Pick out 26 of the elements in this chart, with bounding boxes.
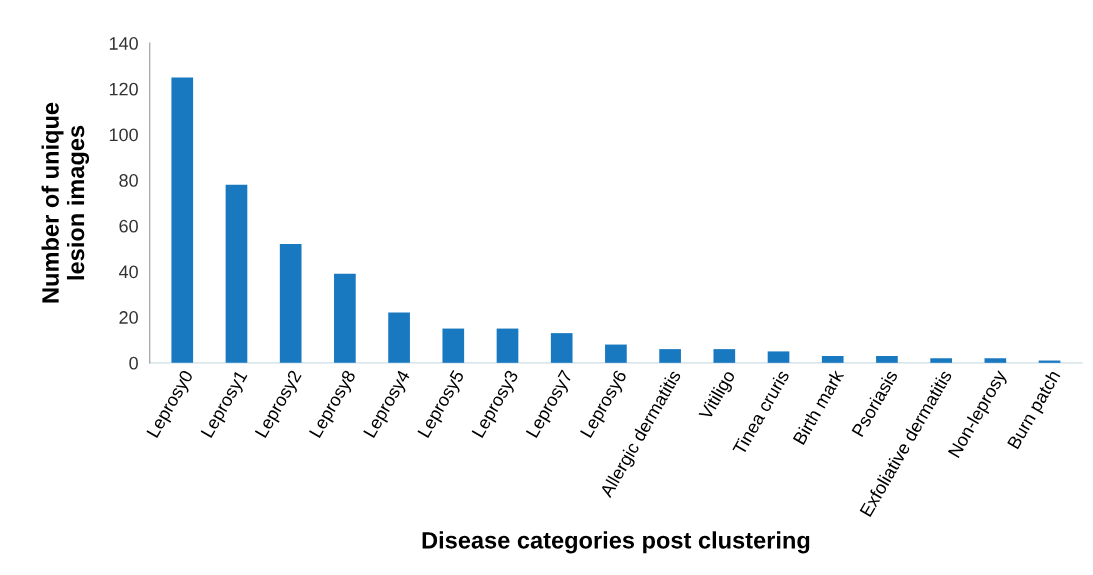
x-axis-title: Disease categories post clustering	[422, 531, 810, 554]
bar	[605, 344, 627, 363]
bar	[279, 244, 302, 363]
bar	[225, 184, 248, 363]
bar	[767, 351, 790, 363]
bar	[876, 355, 898, 363]
y-tick-label: 0	[129, 356, 138, 370]
bar	[713, 349, 736, 363]
y-tick-label: 20	[119, 311, 138, 324]
y-tick-label: 40	[118, 265, 138, 279]
y-tick-label: 60	[119, 219, 138, 233]
bar	[984, 358, 1007, 363]
bar	[821, 355, 844, 363]
bar	[496, 328, 519, 363]
y-tick-label: 120	[109, 82, 138, 96]
bar	[388, 312, 410, 363]
bar	[442, 328, 465, 363]
y-tick-label: 80	[119, 174, 138, 187]
y-tick-label: 100	[109, 128, 138, 142]
bar	[659, 349, 681, 363]
bar	[550, 333, 573, 363]
bar	[171, 77, 194, 363]
bar	[930, 358, 952, 363]
y-axis-title: Number of unique lesion images	[41, 102, 90, 303]
y-tick-label: 140	[109, 37, 138, 50]
bar	[334, 273, 356, 363]
